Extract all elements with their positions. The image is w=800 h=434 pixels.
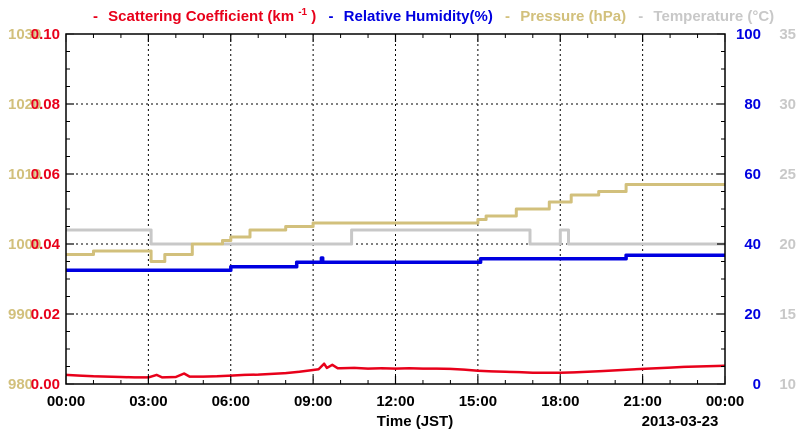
scattering-tick-label: 0.10 bbox=[31, 26, 60, 43]
humidity-tick-label: 100 bbox=[736, 26, 761, 43]
pressure-tick-label: 1010 bbox=[8, 166, 41, 183]
temperature-tick-label: 35 bbox=[779, 26, 796, 43]
legend-temperature-label: Temperature (°C) bbox=[653, 8, 774, 25]
legend-row: - Scattering Coefficient (km -1 ) - Rela… bbox=[93, 2, 774, 25]
humidity-tick-label: 40 bbox=[744, 236, 761, 253]
humidity-series-line bbox=[66, 253, 725, 273]
x-axis-date: 2013-03-23 bbox=[642, 413, 719, 430]
tick-labels-layer: 00:00 03:00 06:00 09:00 12:00 15:00 18:00 21:00… bbox=[8, 26, 796, 410]
pressure-tick-label: 1020 bbox=[8, 96, 41, 113]
scattering-tick-label: 0.00 bbox=[31, 376, 60, 393]
legend-scattering-label: Scattering Coefficient (km bbox=[108, 8, 294, 25]
humidity-tick-label: 80 bbox=[744, 96, 761, 113]
pressure-series-line bbox=[66, 183, 725, 263]
legend-humidity-dash: - bbox=[328, 8, 333, 25]
scattering-tick-label: 0.08 bbox=[31, 96, 60, 113]
scattering-tick-label: 0.02 bbox=[31, 306, 60, 323]
legend-pressure-dash: - bbox=[505, 8, 510, 25]
x-tick-label: 15:00 bbox=[459, 393, 497, 410]
temperature-tick-label: 15 bbox=[779, 306, 796, 323]
legend-humidity-label: Relative Humidity(%) bbox=[344, 8, 493, 25]
legend: - Scattering Coefficient (km -1 ) - Rela… bbox=[93, 2, 774, 25]
x-tick-label: 03:00 bbox=[129, 393, 167, 410]
pressure-tick-label: 990 bbox=[8, 306, 33, 323]
legend-temperature-dash: - bbox=[638, 8, 643, 25]
scattering-series-line bbox=[65, 362, 726, 379]
x-tick-label: 09:00 bbox=[294, 393, 332, 410]
pressure-tick-label: 1030 bbox=[8, 26, 41, 43]
grid bbox=[66, 34, 725, 384]
ticks-layer bbox=[65, 33, 726, 385]
temperature-tick-label: 10 bbox=[779, 376, 796, 393]
legend-pressure-label: Pressure (hPa) bbox=[520, 8, 626, 25]
temperature-series-line bbox=[66, 228, 725, 246]
scattering-tick-label: 0.06 bbox=[31, 166, 60, 183]
temperature-tick-label: 20 bbox=[779, 236, 796, 253]
x-tick-label: 06:00 bbox=[212, 393, 250, 410]
temperature-tick-label: 30 bbox=[779, 96, 796, 113]
legend-scattering-superscript: -1 bbox=[298, 7, 307, 18]
temperature-tick-label: 25 bbox=[779, 166, 796, 183]
scattering-tick-label: 0.04 bbox=[31, 236, 61, 253]
humidity-tick-label: 0 bbox=[753, 376, 761, 393]
x-tick-label: 00:00 bbox=[47, 393, 85, 410]
pressure-tick-label: 1000 bbox=[8, 236, 41, 253]
legend-scattering-tail: ) bbox=[311, 8, 316, 25]
x-tick-label: 12:00 bbox=[376, 393, 414, 410]
humidity-tick-label: 20 bbox=[744, 306, 761, 323]
pressure-tick-label: 980 bbox=[8, 376, 33, 393]
series-layer bbox=[65, 183, 726, 379]
x-tick-label: 18:00 bbox=[541, 393, 579, 410]
legend-scattering-dash: - bbox=[93, 8, 98, 25]
x-tick-label: 00:00 bbox=[706, 393, 744, 410]
x-axis-title: Time (JST) bbox=[377, 413, 453, 430]
humidity-tick-label: 60 bbox=[744, 166, 761, 183]
x-tick-label: 21:00 bbox=[623, 393, 661, 410]
